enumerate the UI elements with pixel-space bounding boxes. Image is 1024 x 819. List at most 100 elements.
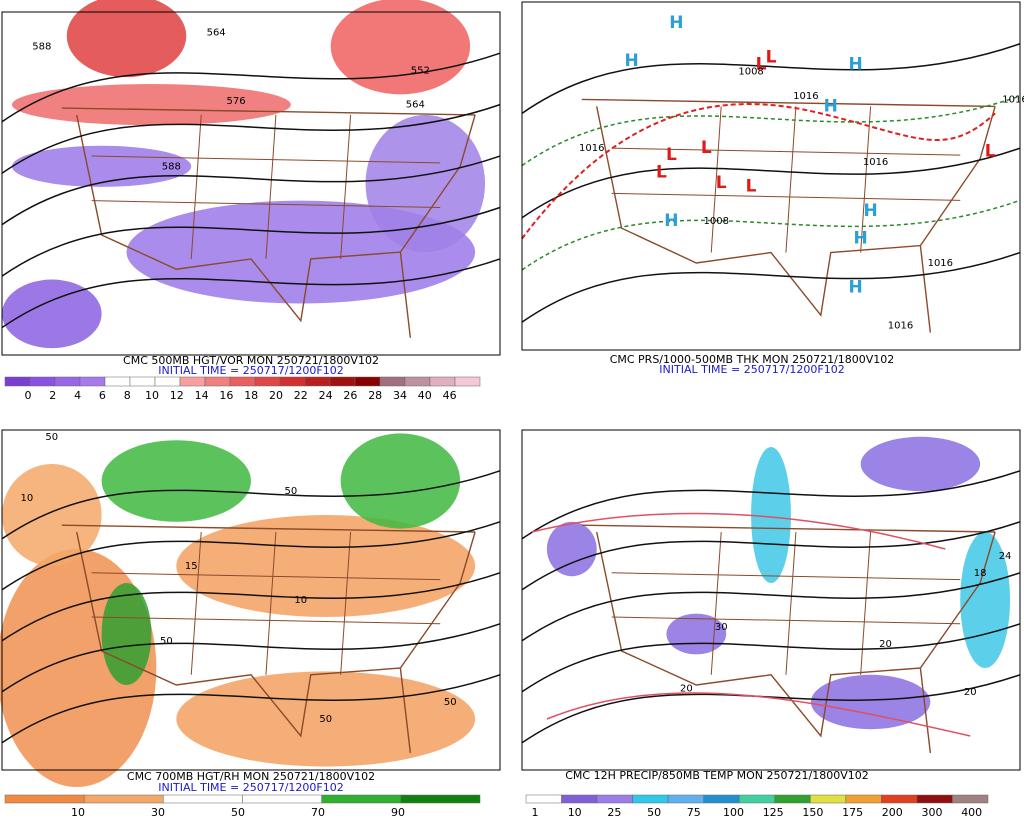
field-shading [101, 583, 152, 685]
pressure-center: H [664, 211, 678, 231]
colorbar-label: 4 [74, 389, 81, 402]
state-border [611, 147, 961, 156]
colorbar-box [83, 794, 164, 804]
contour-label: 1016 [863, 157, 888, 168]
pressure-center: L [756, 55, 767, 75]
contour-line [521, 572, 1021, 642]
colorbar-label: 300 [922, 806, 943, 819]
contour-line [1, 155, 501, 226]
contour-label: 10 [21, 493, 34, 504]
colorbar-box [525, 794, 562, 804]
contour-line [521, 470, 1021, 540]
contour-label: 50 [160, 636, 173, 647]
colorbar-box [4, 376, 31, 387]
contour-label: 1016 [579, 143, 604, 154]
contour-line [1, 674, 501, 744]
contour-label: 24 [999, 551, 1012, 562]
colorbar-box [54, 376, 81, 387]
colorbar-label: 18 [244, 389, 258, 402]
contour-line [521, 521, 1021, 591]
colorbar-box [254, 376, 281, 387]
field-shading [810, 674, 931, 730]
colorbar-label: 70 [311, 806, 325, 819]
state-border [611, 572, 961, 581]
colorbar-label: 150 [802, 806, 823, 819]
colorbar-label: 400 [961, 806, 982, 819]
pressure-center: H [849, 277, 863, 297]
colorbar-label: 25 [607, 806, 621, 819]
contour-label: 50 [284, 486, 297, 497]
colorbar-box [561, 794, 598, 804]
colorbar-label: 24 [319, 389, 333, 402]
colorbar-box [29, 376, 56, 387]
pressure-center: H [849, 55, 863, 75]
temp-contour [531, 512, 971, 737]
pressure-center: L [746, 176, 757, 196]
map-panel: 20 20 30 20 24 18 [521, 429, 1021, 771]
state-border [265, 114, 277, 259]
contour-line [521, 199, 1021, 271]
colorbar-label: 30 [151, 806, 165, 819]
field-shading [340, 433, 461, 529]
map-panel: 50 10 50 15 50 10 50 50 [0, 429, 501, 787]
caption: CMC 12H PRECIP/850MB TEMP MON 250721/180… [565, 769, 869, 782]
map-frame [521, 429, 1021, 771]
colorbar-box [321, 794, 402, 804]
colorbar-box [667, 794, 704, 804]
map-panel: 588 564 576 552 564 588 [1, 0, 501, 356]
field-shading [176, 515, 476, 617]
pressure-center: L [656, 163, 667, 183]
caption: CMC PRS/1000-500MB THK MON 250721/1800V1… [610, 353, 895, 366]
colorbar-label: 1 [532, 806, 539, 819]
contour-label: 50 [444, 697, 457, 708]
state-border [91, 616, 441, 625]
colorbar-box [952, 794, 989, 804]
contour-label: 1016 [928, 258, 953, 269]
contour-label: 20 [680, 683, 693, 694]
contour-label: 1008 [703, 216, 728, 227]
state-border [340, 531, 352, 675]
contour-label: 18 [974, 568, 987, 579]
contour-label: 552 [411, 65, 430, 76]
field-shading [330, 0, 471, 95]
field-shading [751, 447, 791, 583]
field-shading [960, 532, 1011, 668]
colorbar-label: 10 [145, 389, 159, 402]
field-shading [2, 464, 102, 566]
colorbar-box [774, 794, 811, 804]
contour-line [1, 470, 501, 540]
colorbar-label: 200 [882, 806, 903, 819]
contour-line [521, 95, 1021, 167]
colorbar-label: 8 [124, 389, 131, 402]
colorbar-label: 10 [568, 806, 582, 819]
colorbar-label: 40 [418, 389, 432, 402]
colorbar-label: 2 [49, 389, 56, 402]
contour-line [1, 572, 501, 642]
field-shading [101, 440, 251, 522]
contour-label: 15 [185, 561, 198, 572]
pressure-center: L [666, 145, 677, 165]
colorbar-label: 50 [231, 806, 245, 819]
state-border [860, 531, 872, 675]
field-shading [2, 279, 102, 349]
state-border [340, 114, 352, 259]
colorbar-box [179, 376, 206, 387]
contour-line [521, 251, 1021, 323]
contour-label: 576 [227, 96, 246, 107]
colorbar-label: 75 [687, 806, 701, 819]
field-shading [666, 613, 727, 655]
contour-line [1, 103, 501, 174]
pressure-center: L [985, 142, 996, 162]
field-shading [176, 671, 476, 767]
state-border [611, 616, 961, 625]
colorbar-box [596, 794, 633, 804]
state-border [710, 531, 722, 675]
map-background [522, 2, 1020, 350]
caption: INITIAL TIME = 250717/1200F102 [158, 364, 343, 377]
state-border [91, 572, 441, 581]
map-frame [1, 429, 501, 771]
field-shading [365, 114, 486, 253]
colorbar-box [400, 794, 481, 804]
